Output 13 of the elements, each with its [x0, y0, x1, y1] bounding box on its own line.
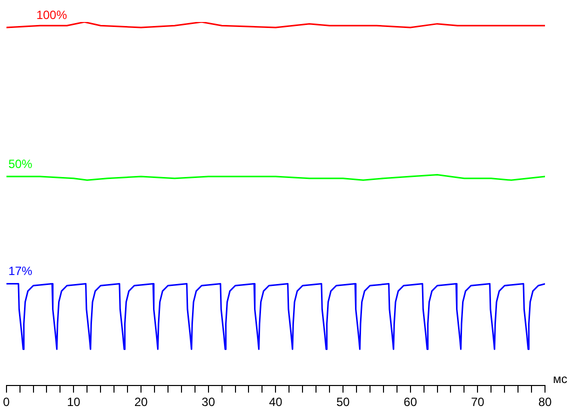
x-axis-title: мс — [553, 372, 568, 386]
x-tick-label: 30 — [202, 395, 216, 410]
x-tick-label: 70 — [470, 395, 485, 410]
x-tick-label: 50 — [336, 395, 350, 410]
series-label: 100% — [36, 8, 68, 22]
series-label: 50% — [8, 156, 33, 171]
x-tick-label: 20 — [134, 395, 148, 410]
x-tick-label: 80 — [538, 395, 552, 410]
x-tick-label: 60 — [404, 395, 418, 410]
series-label: 17% — [8, 264, 33, 278]
x-tick-label: 40 — [268, 395, 283, 410]
x-tick-label: 0 — [2, 395, 10, 410]
x-tick-label: 10 — [66, 395, 81, 410]
